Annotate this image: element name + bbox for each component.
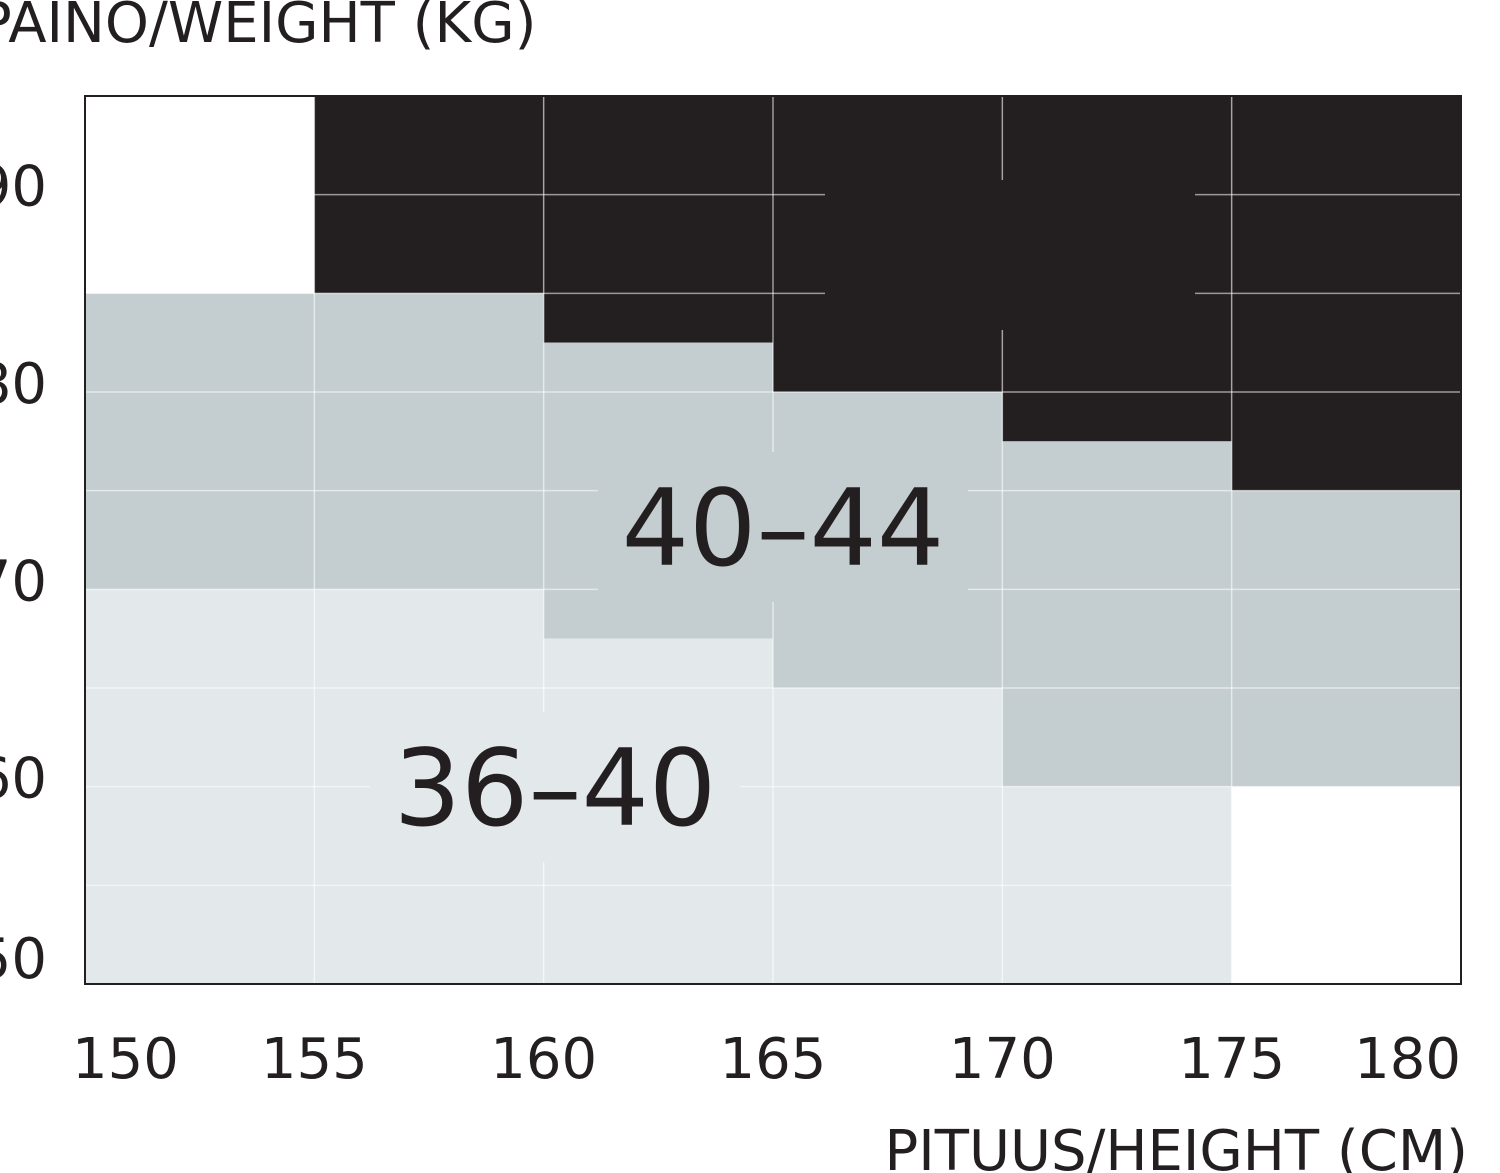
zone-cell: [1002, 441, 1232, 787]
y-tick-label: 80: [0, 352, 47, 417]
x-tick-label: 150: [72, 1027, 179, 1092]
y-tick-label: 70: [0, 549, 47, 614]
zone-label-background: [598, 452, 968, 602]
zone-cell: [314, 293, 544, 590]
zone-cell: [85, 293, 315, 590]
zone-cell: [543, 96, 773, 343]
zone-label-background: [825, 180, 1195, 330]
zone-label-background: [370, 712, 740, 862]
x-tick-label: 155: [261, 1027, 368, 1092]
y-tick-label: 90: [0, 155, 47, 220]
zone-label: 40–44: [622, 467, 945, 590]
zone-cell: [773, 688, 1003, 984]
x-axis-title: PITUUS/HEIGHT (CM): [884, 1119, 1468, 1173]
plot-border: [84, 95, 1462, 985]
zone-label: 36–40: [394, 727, 717, 850]
x-tick-label: 175: [1178, 1027, 1285, 1092]
x-tick-label: 180: [1354, 1027, 1461, 1092]
y-axis-title: PAINO/WEIGHT (KG): [0, 0, 536, 56]
zone-cell: [1231, 490, 1461, 787]
zone-label: 44–48: [849, 195, 1172, 318]
x-tick-label: 170: [949, 1027, 1056, 1092]
x-tick-label: 160: [490, 1027, 597, 1092]
y-tick-label: 50: [0, 927, 47, 992]
x-tick-label: 165: [720, 1027, 827, 1092]
y-tick-label: 60: [0, 747, 47, 812]
